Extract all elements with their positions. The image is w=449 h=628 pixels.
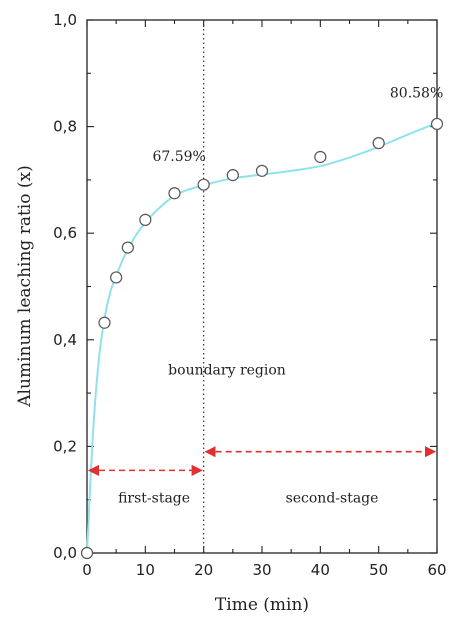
x-tick-label: 30 (252, 561, 271, 579)
annotations: 67.59% 80.58% boundary region first-stage se… (118, 85, 443, 506)
annotation-label: 80.58% (390, 85, 443, 101)
x-tick-label: 50 (369, 561, 388, 579)
data-point (255, 164, 269, 177)
data-point (372, 137, 385, 150)
data-point (121, 241, 134, 254)
annotation-label: first-stage (118, 490, 190, 506)
x-tick-label: 10 (136, 561, 155, 579)
data-points (80, 117, 444, 560)
data-point (226, 169, 239, 182)
y-tick-label: 0,4 (53, 331, 77, 349)
data-point (80, 546, 94, 560)
data-point (110, 271, 123, 284)
annotation-label: boundary region (168, 362, 286, 378)
y-tick-label: 0,8 (53, 118, 77, 136)
y-tick-label: 0,2 (53, 437, 77, 455)
x-tick-label: 40 (311, 561, 330, 579)
data-point (168, 187, 181, 200)
x-axis-ticks: 0 10 20 30 40 50 60 (82, 20, 447, 579)
data-point (98, 316, 111, 329)
x-tick-label: 60 (427, 561, 446, 579)
plot-frame (86, 19, 438, 554)
y-axis-ticks: 0,0 0,2 0,4 0,6 0,8 1,0 (53, 11, 437, 562)
data-point (314, 150, 327, 164)
y-tick-label: 0,6 (53, 224, 77, 242)
annotation-label: 67.59% (152, 149, 205, 165)
data-point (430, 117, 444, 131)
y-tick-label: 1,0 (53, 11, 77, 29)
x-tick-label: 0 (82, 561, 92, 579)
fit-curve (86, 121, 438, 554)
x-axis-title: Time (min) (215, 595, 309, 615)
data-point (139, 213, 152, 226)
annotation-label: second-stage (286, 490, 379, 506)
x-tick-label: 20 (194, 561, 213, 579)
data-point (197, 178, 210, 191)
stage-arrows (87, 446, 437, 476)
y-tick-label: 0,0 (53, 544, 77, 562)
y-axis-title: Aluminum leaching ratio (x) (15, 165, 35, 407)
